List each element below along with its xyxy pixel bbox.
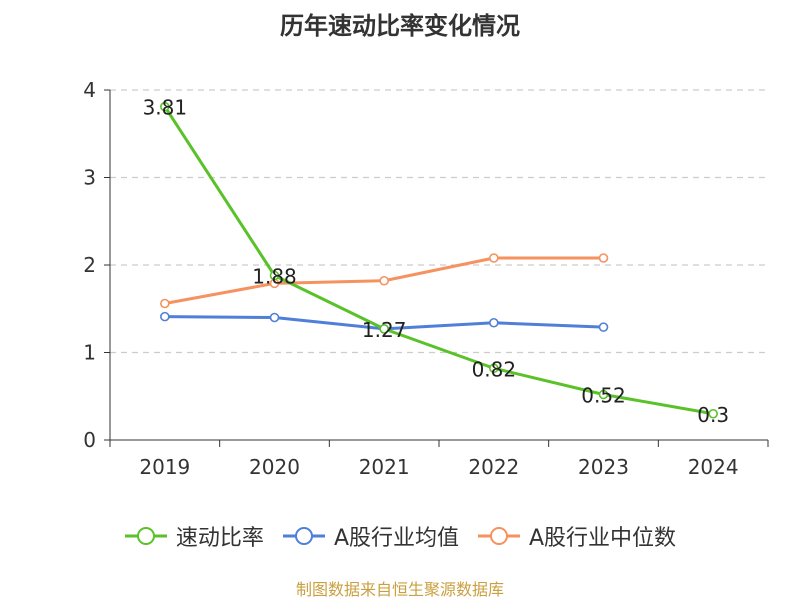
data-label: 3.81 — [143, 96, 188, 120]
legend: 速动比率 A股行业均值 A股行业中位数 — [0, 518, 800, 554]
legend-swatch-marker — [136, 527, 155, 545]
legend-swatch — [282, 527, 325, 545]
x-tick-label: 2023 — [578, 455, 629, 479]
series-point-0 — [379, 324, 389, 334]
series-line-0 — [163, 105, 714, 416]
y-tick-label: 2 — [83, 253, 96, 277]
series-point-2 — [489, 253, 499, 263]
data-label: 0.82 — [472, 357, 517, 381]
legend-swatch — [124, 527, 167, 545]
series-point-0 — [708, 408, 718, 419]
data-label: 1.27 — [362, 318, 407, 342]
y-tick-label: 0 — [83, 428, 96, 452]
legend-swatch-marker — [294, 527, 313, 545]
series-point-0 — [598, 389, 609, 400]
legend-item[interactable]: 速动比率 — [124, 520, 264, 552]
data-label: 0.3 — [697, 403, 729, 427]
series-point-1 — [269, 312, 280, 323]
legend-item[interactable]: A股行业中位数 — [477, 520, 676, 552]
x-tick-label: 2019 — [139, 455, 190, 479]
series-point-2 — [598, 253, 609, 263]
series-point-2 — [160, 298, 170, 309]
data-label: 1.88 — [252, 265, 297, 289]
y-tick-label: 1 — [83, 341, 96, 365]
y-tick-label: 3 — [83, 166, 96, 190]
legend-label: A股行业中位数 — [529, 526, 677, 551]
legend-label: 速动比率 — [175, 526, 264, 551]
y-tick-label: 4 — [83, 78, 96, 102]
series-point-1 — [160, 311, 170, 322]
series-point-1 — [489, 317, 499, 328]
x-tick-label: 2024 — [688, 455, 739, 479]
legend-swatch-marker — [490, 527, 508, 545]
legend-label: A股行业均值 — [333, 526, 459, 551]
chart-title: 历年速动比率变化情况 — [280, 12, 520, 40]
legend-item[interactable]: A股行业均值 — [282, 520, 459, 552]
series-point-0 — [269, 270, 280, 281]
series-point-0 — [160, 101, 170, 112]
x-tick-label: 2022 — [468, 455, 519, 479]
series-point-0 — [489, 363, 499, 374]
source-note: 制图数据来自恒生聚源数据库 — [295, 580, 504, 599]
series-point-1 — [598, 322, 609, 332]
series-point-2 — [379, 275, 389, 286]
legend-swatch — [478, 527, 520, 545]
x-tick-label: 2020 — [249, 455, 300, 479]
data-label: 0.52 — [581, 384, 626, 408]
x-tick-label: 2021 — [359, 455, 410, 479]
